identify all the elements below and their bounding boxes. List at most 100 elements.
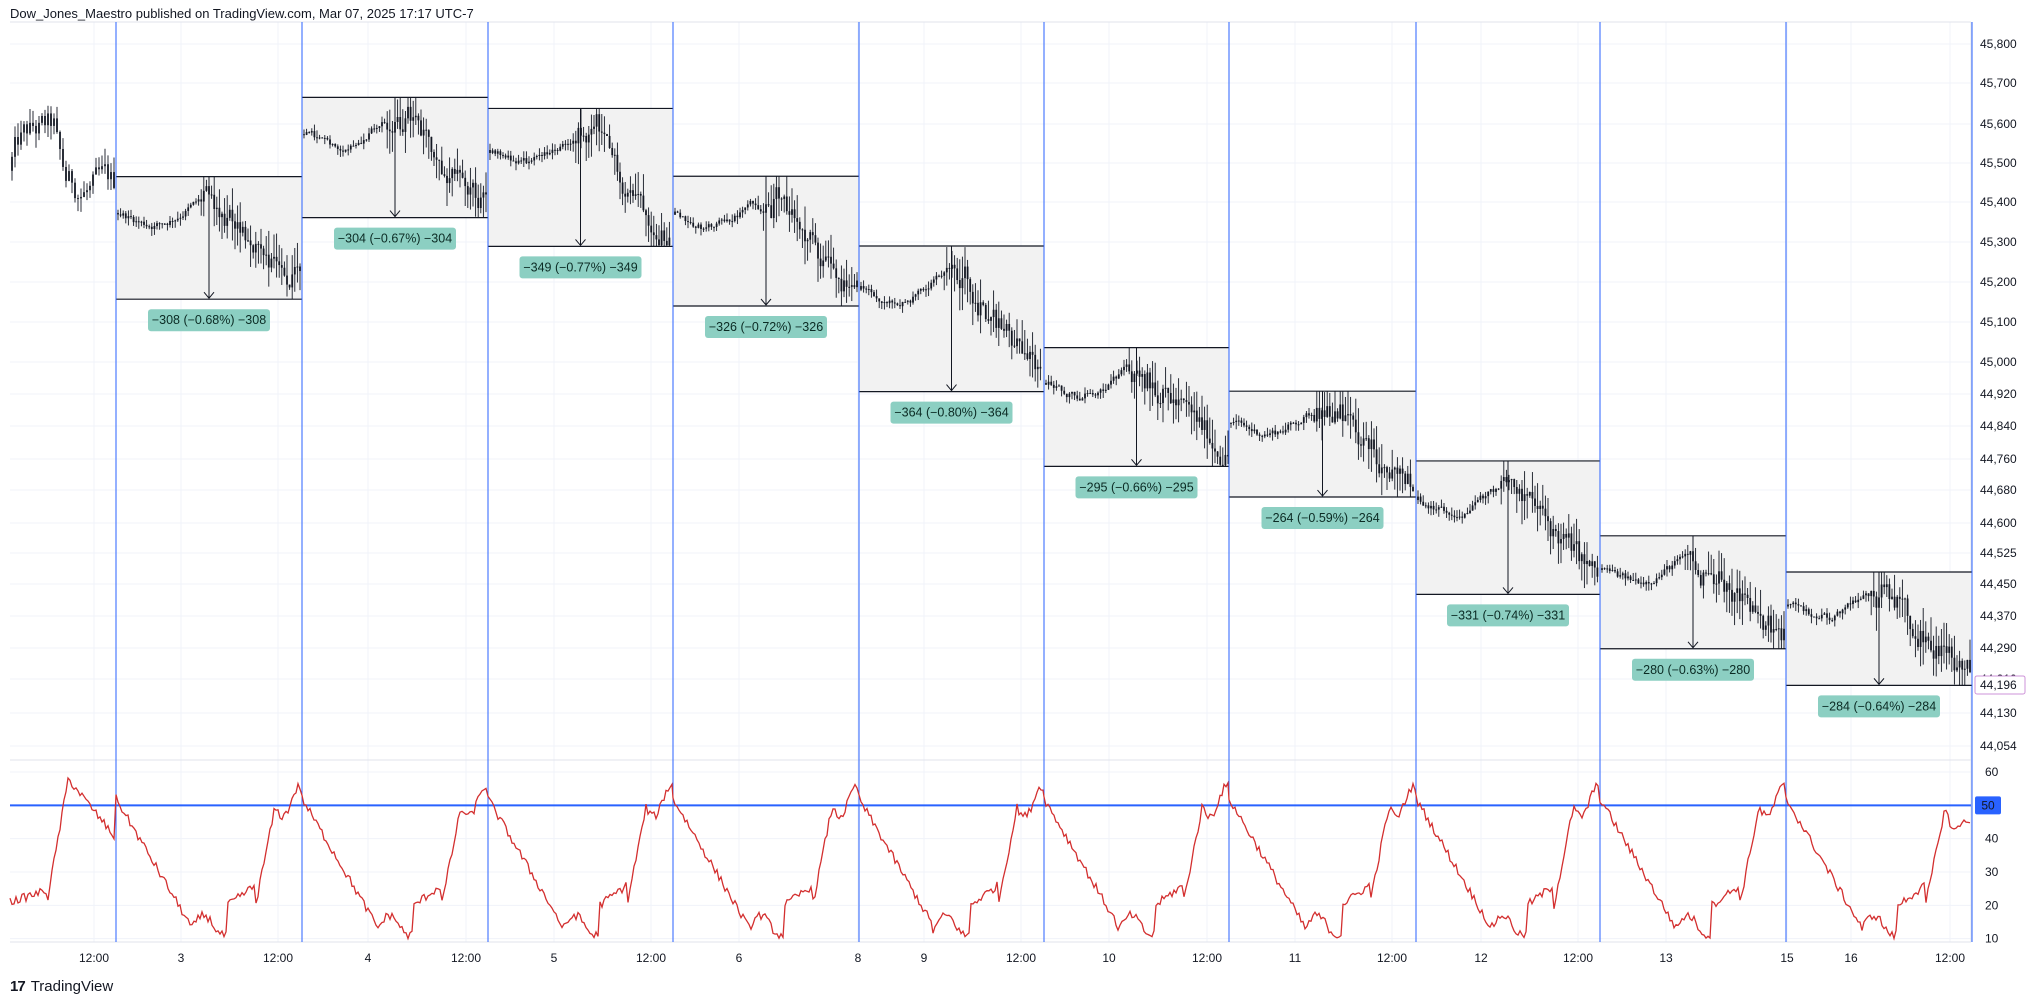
session-arrow-head xyxy=(1502,587,1514,595)
candle-body xyxy=(1956,667,1958,671)
session-arrow-head xyxy=(1317,489,1328,497)
candle-body xyxy=(1440,506,1443,508)
candle-body xyxy=(814,235,817,243)
time-tick-label: 13 xyxy=(1659,951,1673,965)
session-change-label: −326 (−0.72%) −326 xyxy=(709,320,823,334)
candle-body xyxy=(1156,395,1159,404)
candle-body xyxy=(1637,579,1640,584)
candle-body xyxy=(772,198,775,219)
candle-body xyxy=(843,280,845,292)
candle-body xyxy=(629,190,632,193)
candle-body xyxy=(932,279,935,283)
candle-body xyxy=(611,147,614,156)
candle-body xyxy=(254,243,257,253)
candle-body xyxy=(1810,614,1813,617)
candle-body xyxy=(1310,414,1313,416)
candle-body xyxy=(1479,495,1482,500)
time-tick-label: 15 xyxy=(1780,951,1794,965)
candle-body xyxy=(202,190,205,202)
candle-body xyxy=(119,214,122,216)
candle-body xyxy=(1271,430,1274,434)
candle-body xyxy=(995,309,998,328)
candle-body xyxy=(1893,596,1896,608)
candle-body xyxy=(1492,489,1495,492)
candle-body xyxy=(762,211,765,213)
candle-body xyxy=(705,227,708,229)
candle-body xyxy=(1754,605,1757,612)
candle-body xyxy=(1362,438,1365,446)
candle-body xyxy=(1219,456,1222,465)
candle-body xyxy=(1689,551,1692,555)
candle-body xyxy=(1164,387,1167,389)
candle-body xyxy=(538,154,541,157)
candle-body xyxy=(809,232,812,240)
candle-body xyxy=(1940,645,1943,657)
candle-body xyxy=(1373,439,1375,450)
candle-body xyxy=(124,213,127,219)
candle-body xyxy=(1815,616,1818,619)
candle-body xyxy=(1383,467,1386,469)
candle-body xyxy=(1008,323,1011,331)
candle-body xyxy=(1003,328,1005,331)
candle-body xyxy=(388,129,391,132)
candle-body xyxy=(901,302,904,307)
candle-body xyxy=(853,285,856,288)
candle-body xyxy=(1831,620,1834,622)
candle-body xyxy=(1917,638,1919,647)
candle-body xyxy=(1948,646,1951,653)
candle-body xyxy=(1606,568,1609,570)
candle-body xyxy=(1282,431,1284,433)
candle-body xyxy=(1898,596,1901,599)
candle-body xyxy=(270,258,273,268)
candle-body xyxy=(383,122,386,124)
candle-body xyxy=(401,129,404,132)
candle-body xyxy=(161,223,164,225)
candle-body xyxy=(1463,514,1466,518)
candle-body xyxy=(1862,595,1865,599)
candle-body xyxy=(621,182,624,194)
candle-body xyxy=(687,221,689,223)
candle-body xyxy=(613,154,616,156)
candle-body xyxy=(1966,659,1969,669)
candle-body xyxy=(89,185,91,191)
oscillator-pane xyxy=(9,776,1971,941)
candle-body xyxy=(1235,420,1238,423)
candle-body xyxy=(945,267,948,273)
candle-body xyxy=(1047,381,1050,385)
candle-body xyxy=(407,106,409,119)
candle-body xyxy=(904,301,907,303)
candle-body xyxy=(1208,438,1211,443)
candle-body xyxy=(880,301,883,303)
candle-body xyxy=(1751,605,1754,612)
candle-body xyxy=(1261,435,1264,437)
candle-body xyxy=(1787,604,1789,607)
candle-body xyxy=(520,160,523,162)
candle-body xyxy=(1331,416,1334,423)
candle-body xyxy=(1792,602,1795,605)
candle-body xyxy=(1591,561,1594,566)
candle-body xyxy=(215,207,218,209)
candle-body xyxy=(1021,341,1024,354)
candle-body xyxy=(95,167,97,175)
candle-body xyxy=(1650,583,1653,585)
candle-body xyxy=(856,280,858,288)
candle-body xyxy=(1175,399,1177,406)
price-tick-label: 45,200 xyxy=(1980,275,2017,289)
candle-body xyxy=(507,155,510,158)
candle-body xyxy=(1013,345,1016,347)
candle-body xyxy=(1725,583,1728,592)
candle-body xyxy=(1937,645,1940,657)
candle-body xyxy=(806,239,809,242)
candle-body xyxy=(182,216,184,218)
candle-body xyxy=(130,216,132,218)
price-tick-label: 44,600 xyxy=(1980,516,2017,530)
session-separators xyxy=(115,22,1973,942)
candle-body xyxy=(1326,406,1329,417)
candle-body xyxy=(1466,512,1469,515)
candle-body xyxy=(1901,598,1904,600)
candle-body xyxy=(1422,501,1425,506)
candle-body xyxy=(378,126,381,129)
candle-body xyxy=(796,218,799,222)
session-change-label: −295 (−0.66%) −295 xyxy=(1079,480,1193,494)
candle-body xyxy=(1292,422,1295,424)
